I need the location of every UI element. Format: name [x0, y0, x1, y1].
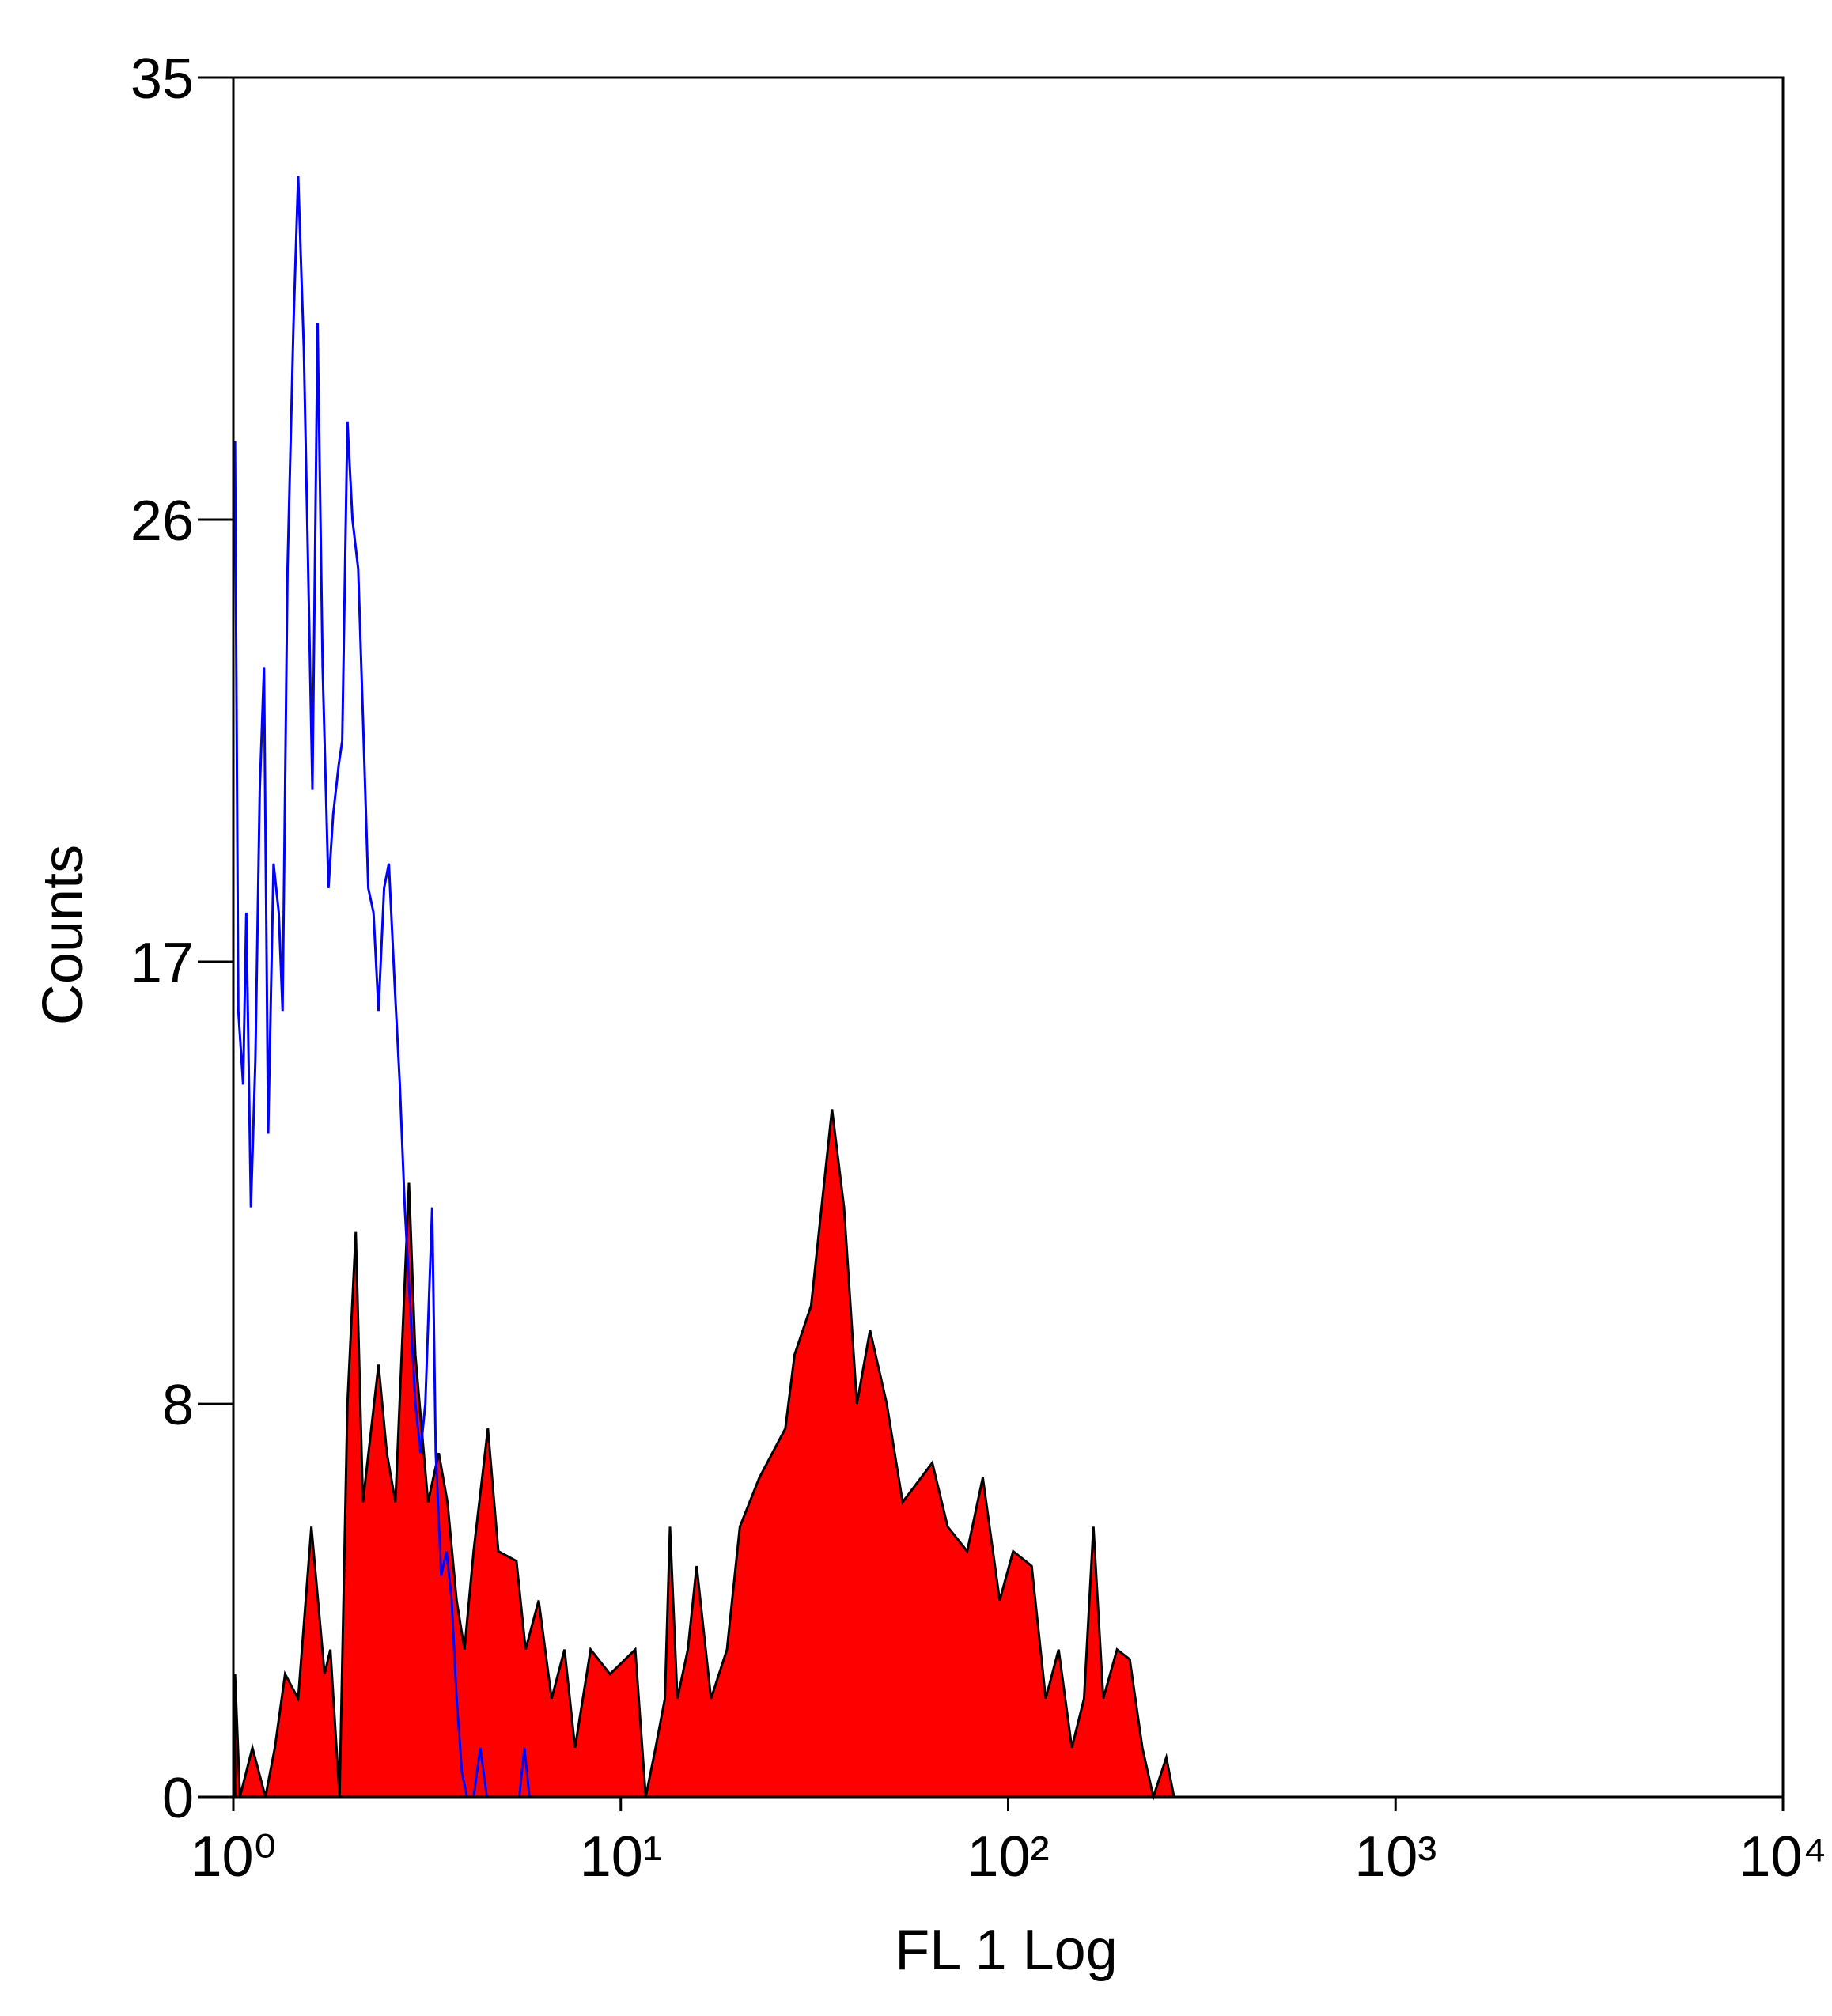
x-tick-label: 10⁴ [1739, 1825, 1826, 1889]
x-tick-label: 10² [967, 1825, 1049, 1889]
x-tick-label: 10⁰ [191, 1825, 277, 1889]
plot-area [233, 176, 1176, 1802]
histogram-area [233, 1109, 1176, 1802]
y-tick-label: 8 [162, 1374, 194, 1437]
x-tick-label: 10³ [1354, 1825, 1436, 1889]
y-tick-label: 26 [131, 490, 194, 553]
x-axis-label: FL 1 Log [895, 1919, 1118, 1982]
plot-frame [232, 76, 1785, 1799]
histogram-line [233, 176, 531, 1799]
y-tick-label: 0 [162, 1767, 194, 1830]
y-tick-label: 35 [131, 47, 194, 111]
x-tick-label: 10¹ [580, 1825, 662, 1889]
y-tick-label: 17 [131, 932, 194, 995]
y-axis-label: Counts [32, 845, 95, 1025]
